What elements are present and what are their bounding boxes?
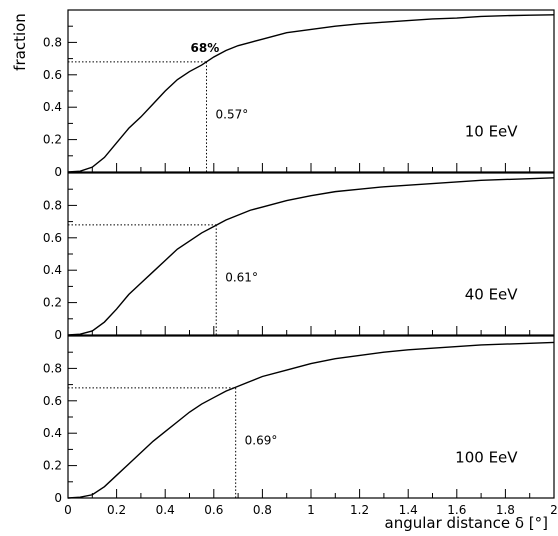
y-tick-label: 0 <box>54 328 62 342</box>
panel-label: 100 EeV <box>455 448 518 466</box>
y-tick-label: 0.2 <box>43 459 62 473</box>
threshold-label: 68% <box>191 41 220 55</box>
panel-frame <box>67 172 555 336</box>
cumulative-curve <box>67 177 555 336</box>
y-tick-label: 0.2 <box>43 133 62 147</box>
y-tick-label: 0.8 <box>43 198 62 212</box>
y-tick-label: 0.8 <box>43 361 62 375</box>
x-tick-label: 0.2 <box>107 503 126 517</box>
marker-label: 0.57° <box>216 108 249 122</box>
y-tick-label: 0.6 <box>43 68 62 82</box>
x-tick-label: 2 <box>550 503 558 517</box>
x-tick-label: 0.6 <box>204 503 223 517</box>
marker-label: 0.69° <box>245 434 278 448</box>
panel-1: 0 0.2 0.4 0.6 0.8 0.61° 40 EeV <box>43 172 555 342</box>
panels-layer: 0 0.2 0.4 0.6 0.8 0.57° 10 EeV 68% 0 0.2 0.4 0.6 0.8… <box>43 9 555 505</box>
y-tick-label: 0.8 <box>43 35 62 49</box>
x-axis-title: angular distance δ [°] <box>385 514 549 532</box>
x-tick-label: 0.4 <box>156 503 175 517</box>
x-tick-label: 0.8 <box>253 503 272 517</box>
x-tick-label: 1.6 <box>447 503 466 517</box>
panel-label: 40 EeV <box>465 285 519 303</box>
y-tick-label: 0.6 <box>43 231 62 245</box>
y-tick-label: 0 <box>54 491 62 505</box>
cumulative-curve <box>67 341 555 499</box>
cumulative-curve <box>67 14 555 173</box>
x-axis-layer: 0 0.2 0.4 0.6 0.8 1 1.2 1.4 1.6 1.8 2 <box>64 503 558 517</box>
y-tick-label: 0.4 <box>43 100 62 114</box>
panel-label: 10 EeV <box>465 122 519 140</box>
marker-label: 0.61° <box>225 271 258 285</box>
y-tick-label: 0.2 <box>43 296 62 310</box>
y-tick-label: 0.6 <box>43 394 62 408</box>
y-tick-label: 0.4 <box>43 426 62 440</box>
y-axis-title: fraction <box>11 13 29 71</box>
x-tick-label: 1 <box>307 503 315 517</box>
panel-2: 0 0.2 0.4 0.6 0.8 0.69° 100 EeV <box>43 335 555 505</box>
y-tick-label: 0.4 <box>43 263 62 277</box>
x-tick-label: 1.8 <box>496 503 515 517</box>
panel-frame <box>67 9 555 173</box>
x-tick-label: 1.2 <box>350 503 369 517</box>
x-tick-label: 0 <box>64 503 72 517</box>
y-tick-label: 0 <box>54 165 62 179</box>
x-tick-label: 1.4 <box>399 503 418 517</box>
panel-frame <box>67 335 555 499</box>
panel-0: 0 0.2 0.4 0.6 0.8 0.57° 10 EeV 68% <box>43 9 555 179</box>
